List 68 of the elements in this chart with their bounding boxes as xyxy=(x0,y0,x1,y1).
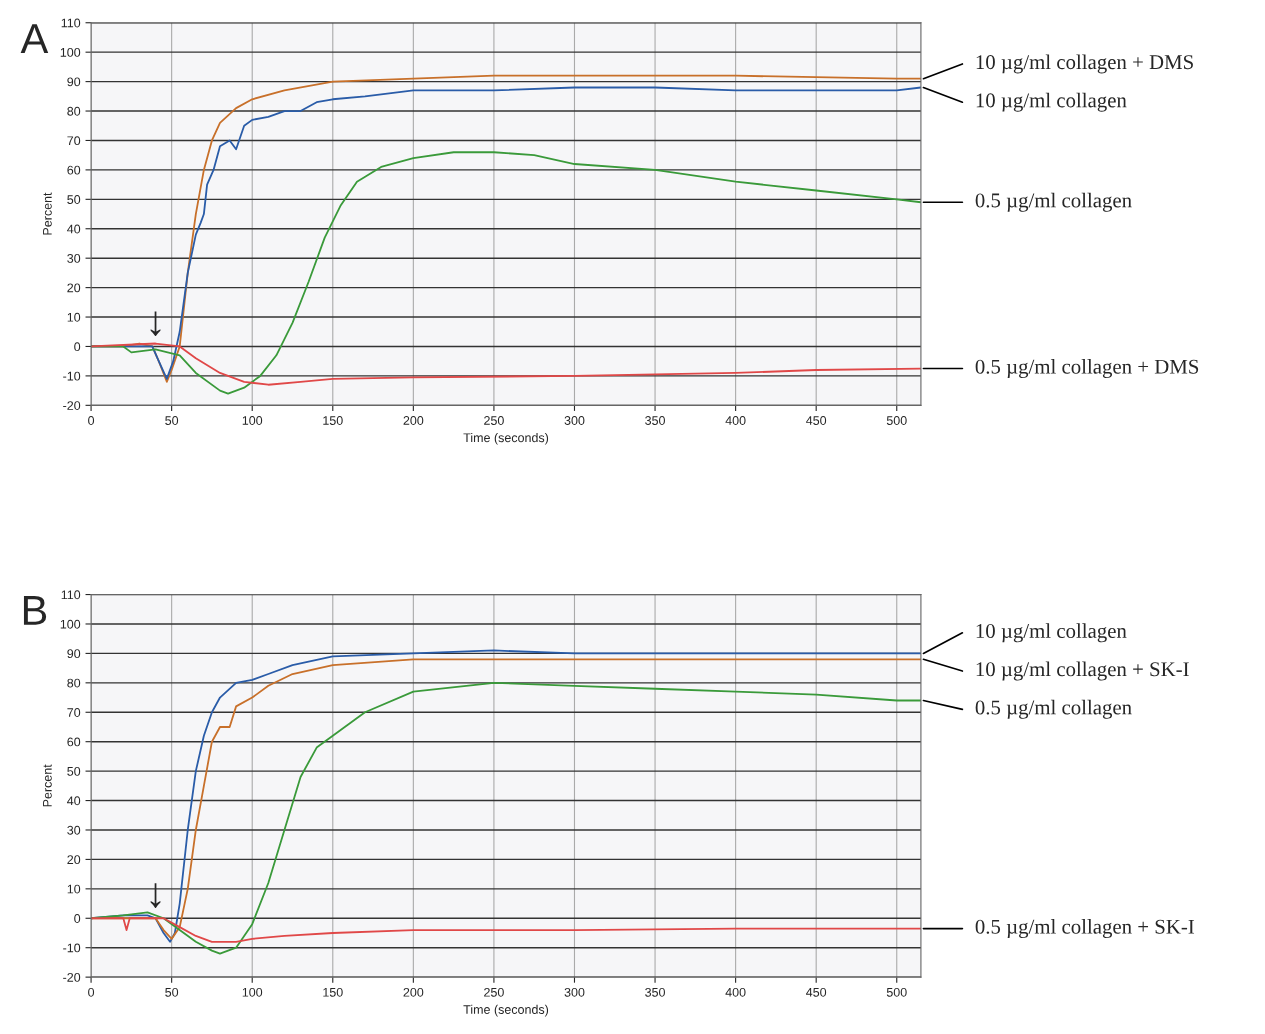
y-tick-label: 100 xyxy=(60,47,81,57)
x-tick-label: 0 xyxy=(88,416,95,425)
y-tick-label: -10 xyxy=(63,371,81,381)
y-tick-label: 20 xyxy=(67,855,81,865)
x-tick-label: 200 xyxy=(403,987,424,997)
y-tick-label: 90 xyxy=(67,649,81,659)
x-tick-label: 450 xyxy=(806,987,827,997)
y-tick-label: 70 xyxy=(67,708,81,717)
annotation: ↓ xyxy=(150,883,161,908)
y-tick-label: 110 xyxy=(61,590,81,600)
y-tick-label: 50 xyxy=(67,195,81,204)
y-tick-label: 80 xyxy=(67,678,81,688)
x-tick-label: 250 xyxy=(484,987,504,997)
y-tick-label: 110 xyxy=(61,18,81,28)
text: 0.5 µg/ml collagen + SK-I xyxy=(975,919,1195,939)
x-tick-label: 100 xyxy=(242,987,263,997)
x-axis-title: Time (seconds) xyxy=(463,1004,549,1017)
text: 10 µg/ml collagen xyxy=(976,92,1127,112)
y-tick-label: 0 xyxy=(74,342,81,352)
x-tick-label: 400 xyxy=(725,416,746,425)
text: 10 µg/ml collagen + SK-I xyxy=(976,661,1189,681)
x-tick-label: 0 xyxy=(88,987,95,997)
y-tick-label: 40 xyxy=(67,224,81,234)
y-axis-title: Percent xyxy=(43,192,52,235)
y-tick-label: -10 xyxy=(63,943,81,953)
x-tick-label: 50 xyxy=(165,416,179,425)
chart-title: A xyxy=(20,24,49,53)
x-tick-label: 500 xyxy=(886,987,907,997)
x-tick-label: 400 xyxy=(725,987,746,997)
y-tick-label: 60 xyxy=(67,737,81,747)
y-tick-label: 40 xyxy=(67,796,81,806)
y-tick-label: 90 xyxy=(67,77,81,87)
x-tick-label: 150 xyxy=(323,416,343,425)
text: 10 µg/ml collagen xyxy=(976,623,1127,643)
chart-title: B xyxy=(23,596,47,625)
text: 0.5 µg/ml collagen xyxy=(975,192,1132,212)
y-tick-label: 10 xyxy=(67,884,81,894)
x-tick-label: 300 xyxy=(564,987,585,997)
x-tick-label: 350 xyxy=(645,987,665,997)
text: 0.5 µg/ml collagen xyxy=(975,699,1132,719)
x-tick-label: 350 xyxy=(645,416,665,425)
y-tick-label: 70 xyxy=(67,136,81,146)
x-tick-label: 300 xyxy=(564,416,585,425)
x-tick-label: 150 xyxy=(323,987,343,997)
x-tick-label: 250 xyxy=(484,416,504,425)
y-tick-label: 50 xyxy=(67,766,81,776)
y-tick-label: 30 xyxy=(67,825,81,835)
y-tick-label: -20 xyxy=(63,972,81,982)
x-tick-label: 450 xyxy=(806,416,827,425)
y-tick-label: 10 xyxy=(67,312,81,322)
x-tick-label: 200 xyxy=(403,416,424,425)
y-tick-label: 100 xyxy=(60,619,81,629)
y-tick-label: 60 xyxy=(67,165,81,175)
x-tick-label: 500 xyxy=(886,416,907,425)
y-tick-label: -20 xyxy=(63,401,81,410)
y-tick-label: 80 xyxy=(67,106,81,116)
text: 10 µg/ml collagen + DMS xyxy=(976,54,1193,74)
y-tick-label: 20 xyxy=(67,283,81,293)
text: 0.5 µg/ml collagen + DMS xyxy=(975,359,1199,379)
y-tick-label: 30 xyxy=(67,253,81,263)
x-axis-title: Time (seconds) xyxy=(463,432,549,445)
x-tick-label: 100 xyxy=(242,416,263,425)
y-tick-label: 0 xyxy=(74,914,81,923)
line-series xyxy=(91,917,921,943)
y-axis-title: Percent xyxy=(43,764,52,807)
line-series xyxy=(91,342,921,386)
annotation: ↓ xyxy=(150,311,161,337)
x-tick-label: 50 xyxy=(165,987,179,997)
